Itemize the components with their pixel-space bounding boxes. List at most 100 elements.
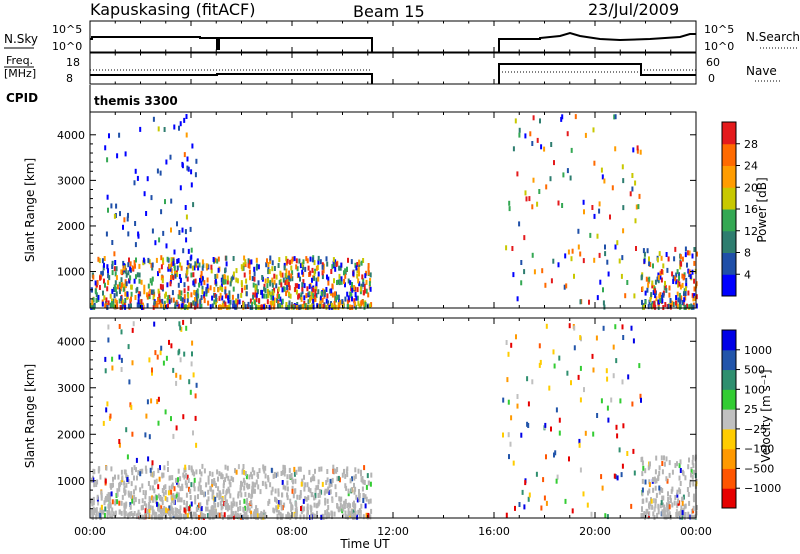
scatter-cell <box>229 299 232 305</box>
scatter-cell <box>131 467 133 473</box>
scatter-cell <box>640 457 643 463</box>
scatter-cell <box>285 276 288 282</box>
scatter-cell <box>227 295 230 301</box>
scatter-cell <box>656 512 659 518</box>
nsky-right-tick-bottom: 10^0 <box>704 40 734 53</box>
scatter-cell <box>208 509 211 515</box>
scatter-cell <box>349 503 352 509</box>
scatter-cell <box>110 484 113 490</box>
scatter-cell <box>347 510 350 516</box>
scatter-cell <box>680 261 683 267</box>
scatter-cell <box>202 262 205 268</box>
scatter-cell <box>114 298 117 304</box>
scatter-cell <box>254 300 256 306</box>
scatter-cell <box>663 285 666 291</box>
scatter-cell <box>314 289 317 295</box>
scatter-cell <box>123 490 126 496</box>
scatter-cell <box>317 479 320 485</box>
scatter-cell <box>652 290 655 295</box>
scatter-cell <box>185 482 188 488</box>
scatter-cell <box>106 510 109 515</box>
scatter-cell <box>264 278 267 284</box>
scatter-cell <box>160 264 163 270</box>
scatter-cell <box>683 504 686 510</box>
scatter-cell <box>104 478 107 484</box>
scatter-cell <box>652 487 655 493</box>
scatter-cell <box>690 469 693 475</box>
scatter-cell <box>131 265 134 271</box>
scatter-cell <box>214 257 217 263</box>
scatter-cell <box>136 175 139 181</box>
scatter-cell <box>314 296 317 302</box>
scatter-cell <box>362 258 365 263</box>
scatter-cell <box>261 289 263 295</box>
scatter-cell <box>247 492 250 498</box>
scatter-cell <box>228 479 231 485</box>
scatter-cell <box>568 456 570 462</box>
scatter-cell <box>307 265 310 271</box>
scatter-cell <box>339 299 342 305</box>
scatter-cell <box>235 469 238 475</box>
scatter-cell <box>195 469 198 475</box>
scatter-cell <box>682 494 685 500</box>
scatter-cell <box>251 276 254 281</box>
scatter-cell <box>193 477 196 483</box>
scatter-cell <box>251 467 254 473</box>
scatter-cell <box>641 491 644 497</box>
scatter-cell <box>123 487 126 493</box>
scatter-cell <box>312 293 315 299</box>
scatter-cell <box>663 461 666 467</box>
scatter-cell <box>191 265 194 271</box>
scatter-cell <box>277 263 280 268</box>
scatter-cell <box>285 302 288 307</box>
scatter-cell <box>539 118 541 124</box>
scatter-cell <box>251 489 253 495</box>
scatter-cell <box>118 439 121 444</box>
scatter-cell <box>661 461 664 466</box>
scatter-cell <box>502 432 504 438</box>
scatter-cell <box>198 502 201 508</box>
scatter-cell <box>111 264 114 270</box>
freq-right-tick-bottom: 0 <box>708 72 715 85</box>
scatter-cell <box>318 466 321 472</box>
scatter-cell <box>577 374 580 380</box>
scatter-cell <box>231 294 234 300</box>
scatter-cell <box>116 491 119 497</box>
scatter-cell <box>668 292 671 298</box>
scatter-cell <box>291 504 293 510</box>
scatter-cell <box>286 495 289 501</box>
scatter-cell <box>359 512 362 518</box>
scatter-cell <box>187 248 190 254</box>
scatter-cell <box>150 471 153 477</box>
scatter-cell <box>115 291 118 297</box>
scatter-cell <box>689 514 692 520</box>
scatter-cell <box>343 270 345 276</box>
scatter-cell <box>550 426 552 432</box>
scatter-cell <box>687 464 690 470</box>
scatter-cell <box>170 416 172 422</box>
scatter-cell <box>612 344 615 350</box>
scatter-cell <box>306 507 309 513</box>
scatter-cell <box>538 362 541 368</box>
scatter-cell <box>158 268 161 274</box>
scatter-cell <box>346 291 349 297</box>
scatter-cell <box>666 505 669 511</box>
scatter-cell <box>616 475 619 481</box>
scatter-cell <box>674 246 677 252</box>
scatter-cell <box>228 505 231 511</box>
scatter-cell <box>654 485 657 491</box>
scatter-cell <box>683 514 686 520</box>
scatter-cell <box>247 503 250 508</box>
scatter-cell <box>334 297 337 303</box>
scatter-cell <box>261 275 264 280</box>
scatter-cell <box>156 168 159 174</box>
scatter-cell <box>255 257 258 263</box>
scatter-cell <box>264 288 267 294</box>
scatter-cell <box>299 466 302 472</box>
scatter-cell <box>162 257 164 263</box>
scatter-cell <box>642 248 645 254</box>
scatter-cell <box>195 514 198 520</box>
scatter-cell <box>293 466 296 472</box>
